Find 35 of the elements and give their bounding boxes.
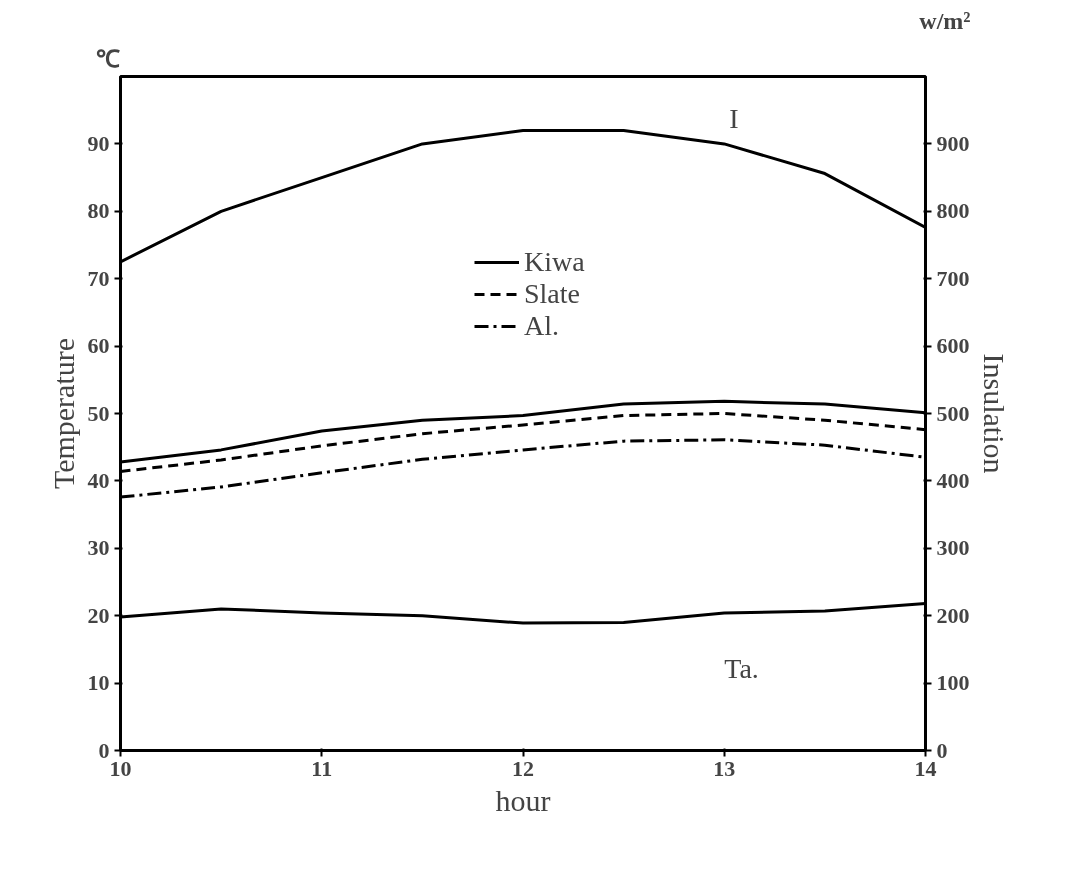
- x-tick-label: 10: [109, 755, 132, 781]
- x-axis-title: hour: [495, 783, 551, 817]
- x-tick-label: 12: [512, 755, 534, 781]
- text: w/m²: [919, 7, 971, 34]
- x-tick-label: 14: [914, 755, 937, 781]
- series-label: I: [729, 103, 739, 135]
- y-tick-label: 70: [87, 265, 110, 291]
- text: ℃: [95, 45, 120, 72]
- y-tick-label: 20: [87, 602, 110, 628]
- y2-tick-label: 500: [936, 400, 970, 426]
- y-tick-label: 80: [87, 198, 110, 224]
- x-tick-label: 13: [713, 755, 736, 781]
- legend-label: Slate: [524, 278, 580, 310]
- legend-label: Kiwa: [524, 246, 585, 278]
- y2-tick-label: 900: [936, 130, 970, 156]
- y2-tick-label: 300: [936, 535, 970, 561]
- legend-label: Al.: [524, 310, 559, 342]
- y2-tick-label: 800: [936, 198, 970, 224]
- y2-tick-label: 100: [936, 670, 970, 696]
- y-tick-label: 50: [87, 400, 110, 426]
- y2-tick-label: 400: [936, 467, 970, 493]
- y-tick-label: 10: [87, 670, 110, 696]
- y2-tick-label: 200: [936, 602, 970, 628]
- y-tick-label: 40: [87, 467, 110, 493]
- y2-tick-label: 700: [936, 265, 970, 291]
- series-label: Ta.: [724, 652, 759, 684]
- y-tick-label: 90: [87, 130, 110, 156]
- y2-axis-title: Insulation: [977, 353, 1011, 474]
- y-tick-label: 30: [87, 535, 110, 561]
- x-tick-label: 11: [311, 755, 333, 781]
- y2-tick-label: 600: [936, 333, 970, 359]
- y-tick-label: 60: [87, 333, 110, 359]
- y-axis-title: Temperature: [46, 337, 80, 490]
- y-tick-label: 0: [98, 737, 110, 763]
- y2-tick-label: 0: [936, 737, 948, 763]
